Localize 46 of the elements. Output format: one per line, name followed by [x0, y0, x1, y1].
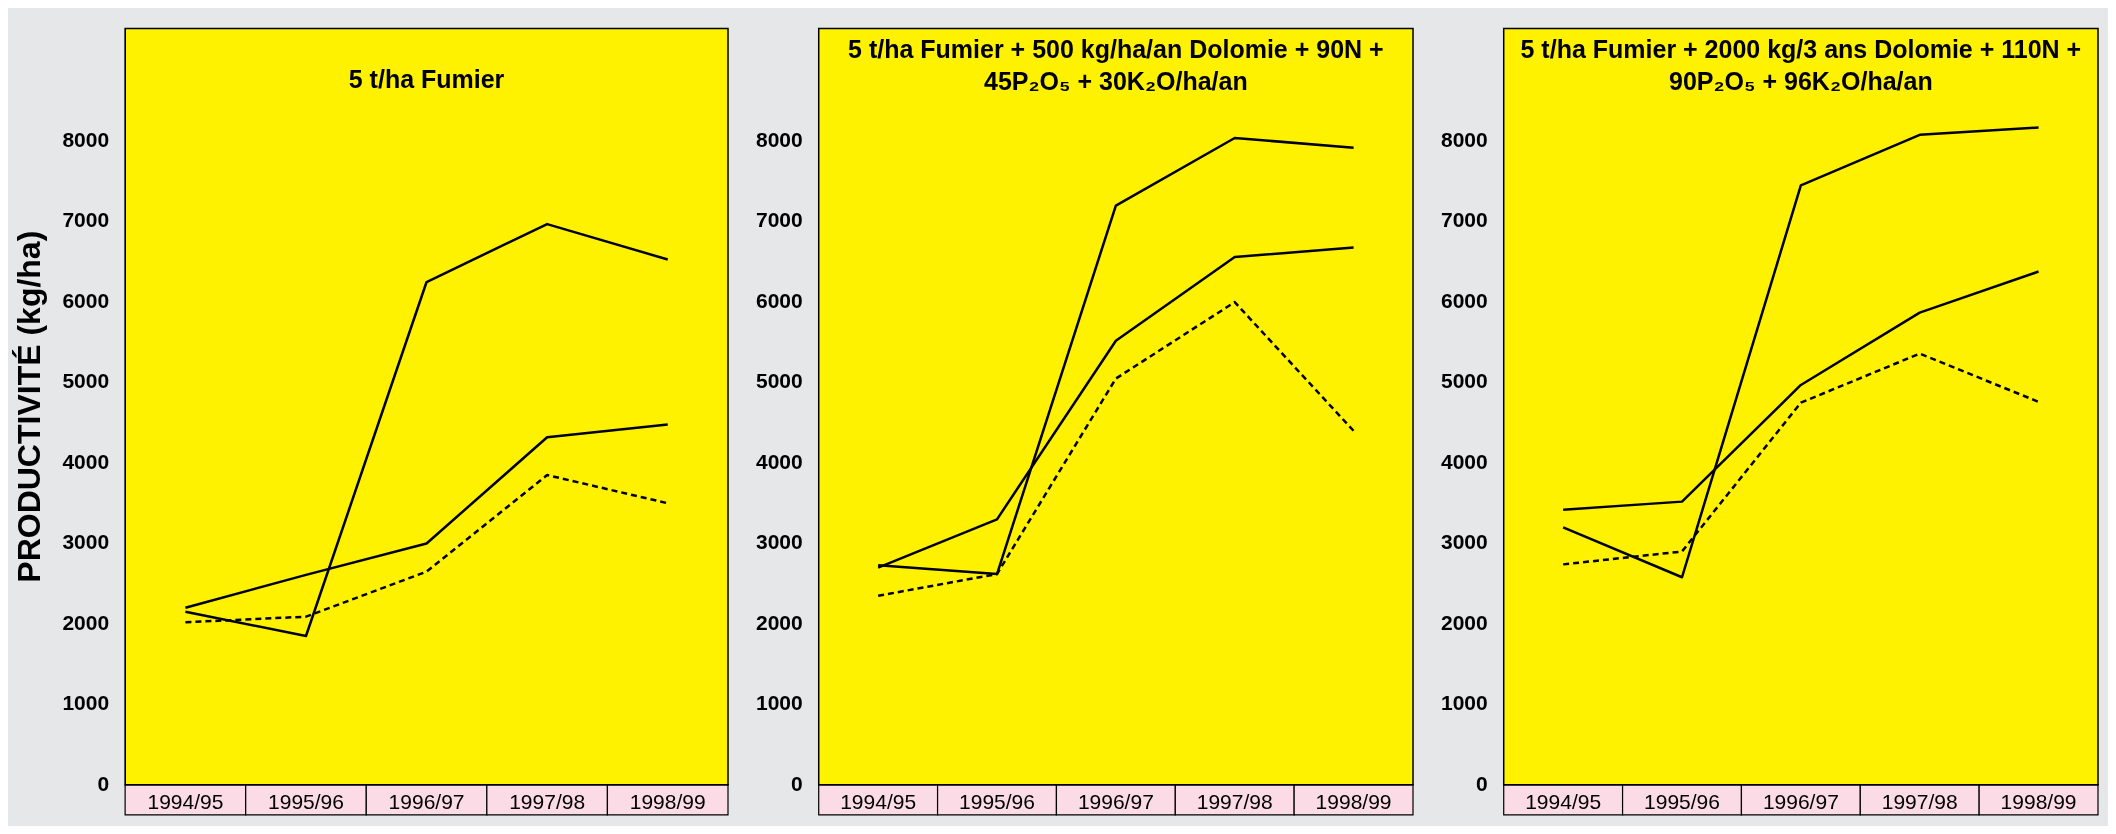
y-axis-title: PRODUCTIVITÉ (kg/ha) — [11, 230, 48, 583]
x-tick-label: 1994/95 — [147, 790, 224, 814]
y-tick-label: 1000 — [62, 691, 110, 715]
x-tick-label: 1996/97 — [1762, 790, 1839, 814]
y-tick-label: 4000 — [1441, 449, 1488, 473]
y-tick-label: 4000 — [62, 449, 110, 473]
x-tick-label: 1994/95 — [840, 790, 917, 814]
x-tick-label: 1995/96 — [959, 790, 1035, 814]
y-tick-label: 0 — [97, 771, 110, 795]
x-tick-label: 1994/95 — [1525, 790, 1602, 814]
x-tick-label: 1995/96 — [268, 790, 344, 814]
y-tick-label: 3000 — [1441, 530, 1488, 554]
x-tick-label: 1997/98 — [509, 790, 586, 814]
text: 5 t/ha Fumier — [348, 64, 505, 93]
x-tick-label: 1998/99 — [629, 790, 706, 814]
y-tick-label: 0 — [791, 771, 803, 795]
x-tick-label: 1995/96 — [1644, 790, 1720, 814]
y-tick-label: 2000 — [62, 610, 110, 634]
text: 5 t/ha Fumier + 2000 kg/3 ans Dolomie + 110N + 90P₂O₅ + 96K₂O/ha/an — [1520, 34, 2082, 95]
y-tick-label: 7000 — [62, 208, 110, 232]
x-tick-label: 1996/97 — [1077, 790, 1154, 814]
y-tick-label: 3000 — [756, 530, 803, 554]
y-tick-label: 6000 — [756, 288, 803, 312]
y-tick-label: 7000 — [1441, 208, 1488, 232]
y-tick-label: 2000 — [756, 610, 803, 634]
y-tick-label: 4000 — [756, 449, 803, 473]
y-tick-label: 6000 — [62, 288, 110, 312]
x-tick-label: 1998/99 — [1315, 790, 1392, 814]
y-tick-label: 8000 — [756, 128, 803, 152]
y-tick-label: 3000 — [62, 530, 110, 554]
x-tick-label: 1997/98 — [1196, 790, 1273, 814]
x-tick-label: 1997/98 — [1881, 790, 1958, 814]
y-tick-label: 8000 — [1441, 128, 1488, 152]
x-tick-label: 1996/97 — [388, 790, 465, 814]
y-tick-label: 5000 — [62, 369, 110, 393]
y-tick-label: 1000 — [756, 691, 803, 715]
y-tick-label: 8000 — [62, 128, 110, 152]
y-tick-label: 5000 — [756, 369, 803, 393]
y-tick-label: 7000 — [756, 208, 803, 232]
y-tick-label: 1000 — [1441, 691, 1488, 715]
x-tick-label: 1998/99 — [2000, 790, 2077, 814]
y-tick-label: 0 — [1476, 771, 1488, 795]
y-tick-label: 5000 — [1441, 369, 1488, 393]
y-tick-label: 2000 — [1441, 610, 1488, 634]
text: 5 t/ha Fumier + 500 kg/ha/an Dolomie + 90N + 45P₂O₅ + 30K₂O/ha/an — [848, 34, 1384, 95]
y-tick-label: 6000 — [1441, 288, 1488, 312]
